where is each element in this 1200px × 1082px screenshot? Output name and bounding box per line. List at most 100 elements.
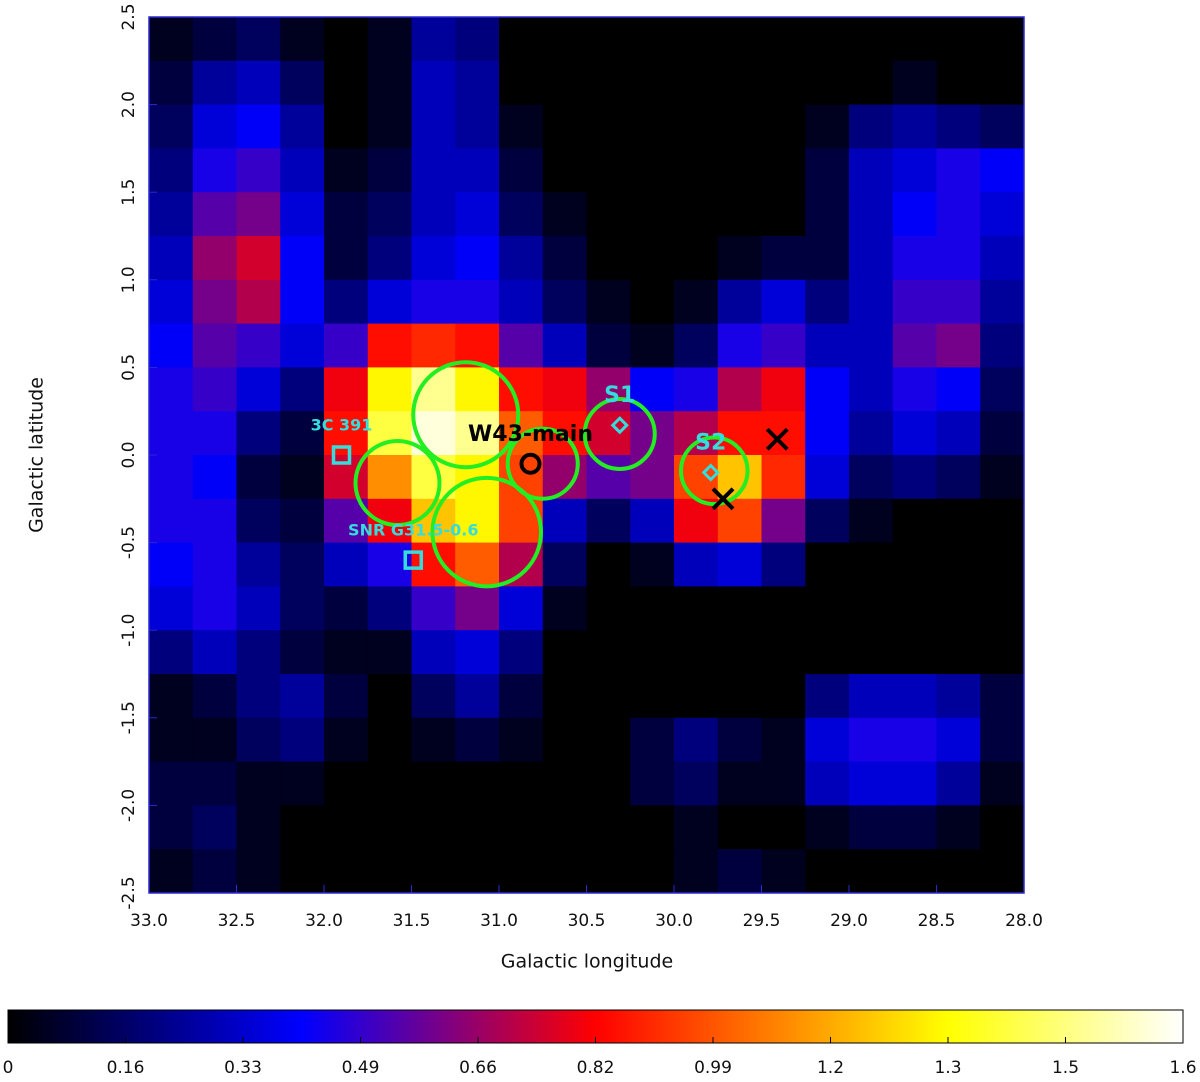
heatmap-cell (936, 104, 981, 149)
heatmap-cell (236, 323, 281, 368)
heatmap-cell (236, 805, 281, 850)
heatmap-cell (542, 367, 587, 412)
heatmap-cell (849, 674, 894, 719)
heatmap-cell (761, 761, 806, 806)
heatmap-cell (717, 717, 762, 763)
heatmap-cell (324, 17, 369, 62)
heatmap-cell (630, 279, 675, 325)
heatmap-cell (149, 630, 194, 675)
heatmap-cell (280, 323, 325, 368)
heatmap-cell (367, 455, 412, 500)
marker-label: S2 (695, 431, 726, 456)
heatmap-cell (892, 542, 937, 587)
heatmap-cell (542, 805, 587, 850)
heatmap-cell (805, 104, 850, 149)
heatmap-cell (280, 192, 325, 237)
x-tick-label: 32.0 (305, 911, 343, 931)
heatmap-cell (980, 630, 1025, 675)
heatmap-cell (892, 367, 937, 412)
heatmap-cell (936, 411, 981, 456)
heatmap-cell (717, 761, 762, 806)
heatmap-cell (805, 542, 850, 587)
heatmap-cell (455, 17, 500, 62)
heatmap-cell (149, 849, 194, 894)
colorbar-tick-label: 1.6 (1169, 1058, 1196, 1078)
heatmap-cell (805, 279, 850, 325)
heatmap-cell (149, 805, 194, 850)
heatmap-cell (499, 542, 544, 587)
heatmap-cell (674, 805, 719, 850)
heatmap-cell (324, 717, 369, 763)
heatmap-cell (542, 498, 587, 544)
heatmap-cell (192, 674, 237, 719)
heatmap-cell (630, 236, 675, 281)
heatmap-cell (892, 17, 937, 62)
heatmap-cell (849, 17, 894, 62)
heatmap-cell (192, 148, 237, 193)
heatmap-cell (892, 279, 937, 325)
heatmap (149, 17, 1025, 894)
heatmap-cell (367, 498, 412, 544)
colorbar-tick-label: 1.2 (817, 1058, 844, 1078)
heatmap-cell (411, 630, 456, 675)
x-tick-label: 29.5 (743, 911, 781, 931)
heatmap-cell (674, 498, 719, 544)
heatmap-cell (936, 586, 981, 631)
heatmap-cell (761, 279, 806, 325)
heatmap-cell (717, 148, 762, 193)
heatmap-cell (936, 761, 981, 806)
heatmap-cell (717, 17, 762, 62)
heatmap-cell (892, 236, 937, 281)
heatmap-cell (980, 236, 1025, 281)
heatmap-cell (192, 17, 237, 62)
marker-square (403, 550, 423, 570)
heatmap-cell (542, 279, 587, 325)
heatmap-cell (149, 761, 194, 806)
heatmap-cell (674, 279, 719, 325)
heatmap-cell (411, 323, 456, 368)
y-axis-label: Galactic latitude (26, 377, 48, 533)
heatmap-cell (586, 455, 631, 500)
heatmap-cell (542, 323, 587, 368)
heatmap-cell (805, 455, 850, 500)
heatmap-cell (805, 192, 850, 237)
heatmap-cell (367, 717, 412, 763)
heatmap-cell (674, 60, 719, 106)
heatmap-cell (367, 630, 412, 675)
heatmap-cell (455, 498, 500, 544)
heatmap-cell (455, 717, 500, 763)
heatmap-cell (761, 455, 806, 500)
heatmap-cell (236, 630, 281, 675)
heatmap-cell (192, 367, 237, 412)
heatmap-cell (192, 542, 237, 587)
heatmap-cell (324, 542, 369, 587)
heatmap-cell (367, 17, 412, 62)
marker-diamond (701, 463, 720, 482)
heatmap-cell (149, 455, 194, 500)
x-tick-label: 30.0 (655, 911, 693, 931)
heatmap-cell (192, 192, 237, 237)
heatmap-cell (936, 60, 981, 106)
heatmap-cell (586, 586, 631, 631)
heatmap-cell (542, 236, 587, 281)
heatmap-cell (761, 104, 806, 149)
heatmap-cell (674, 717, 719, 763)
heatmap-cell (761, 60, 806, 106)
heatmap-cell (236, 498, 281, 544)
heatmap-cell (367, 60, 412, 106)
heatmap-cell (630, 586, 675, 631)
heatmap-cell (805, 367, 850, 412)
heatmap-cell (849, 498, 894, 544)
heatmap-cell (236, 367, 281, 412)
heatmap-cell (236, 674, 281, 719)
heatmap-cell (717, 849, 762, 894)
heatmap-cell (849, 586, 894, 631)
heatmap-cell (586, 498, 631, 544)
heatmap-cell (674, 674, 719, 719)
heatmap-cell (936, 367, 981, 412)
heatmap-cell (192, 323, 237, 368)
heatmap-cell (980, 323, 1025, 368)
heatmap-cell (236, 717, 281, 763)
heatmap-cell (280, 717, 325, 763)
heatmap-cell (630, 674, 675, 719)
